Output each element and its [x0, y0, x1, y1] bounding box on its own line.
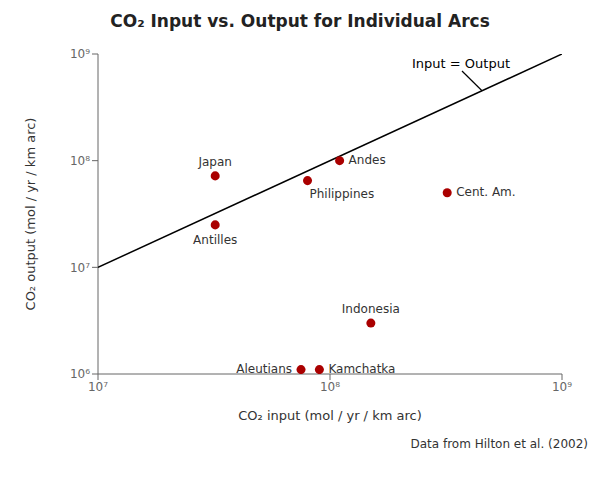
svg-text:10⁸: 10⁸: [70, 154, 90, 168]
svg-text:Aleutians: Aleutians: [236, 362, 292, 376]
svg-text:Philippines: Philippines: [310, 187, 375, 201]
svg-text:10⁹: 10⁹: [552, 380, 572, 394]
svg-text:CO₂ input (mol / yr / km arc): CO₂ input (mol / yr / km arc): [238, 408, 421, 423]
svg-text:CO₂ output (mol / yr / km arc): CO₂ output (mol / yr / km arc): [23, 118, 38, 311]
svg-text:Antilles: Antilles: [193, 233, 237, 247]
svg-text:Andes: Andes: [349, 153, 386, 167]
svg-text:Kamchatka: Kamchatka: [328, 362, 395, 376]
svg-text:10⁸: 10⁸: [320, 380, 340, 394]
svg-text:Japan: Japan: [197, 155, 231, 169]
svg-text:10⁶: 10⁶: [70, 367, 90, 381]
svg-text:10⁹: 10⁹: [70, 47, 90, 61]
svg-text:Cent. Am.: Cent. Am.: [456, 185, 515, 199]
html-text:Data from Hilton et al. (2002): Data from Hilton et al. (2002): [410, 437, 588, 451]
svg-text:Indonesia: Indonesia: [342, 302, 400, 316]
svg-text:10⁷: 10⁷: [88, 380, 108, 394]
html-text:CO₂ Input vs. Output for Indiv: CO₂ Input vs. Output for Individual Arcs: [110, 11, 490, 31]
svg-text:Input = Output: Input = Output: [412, 56, 510, 71]
svg-text:10⁷: 10⁷: [70, 261, 90, 275]
